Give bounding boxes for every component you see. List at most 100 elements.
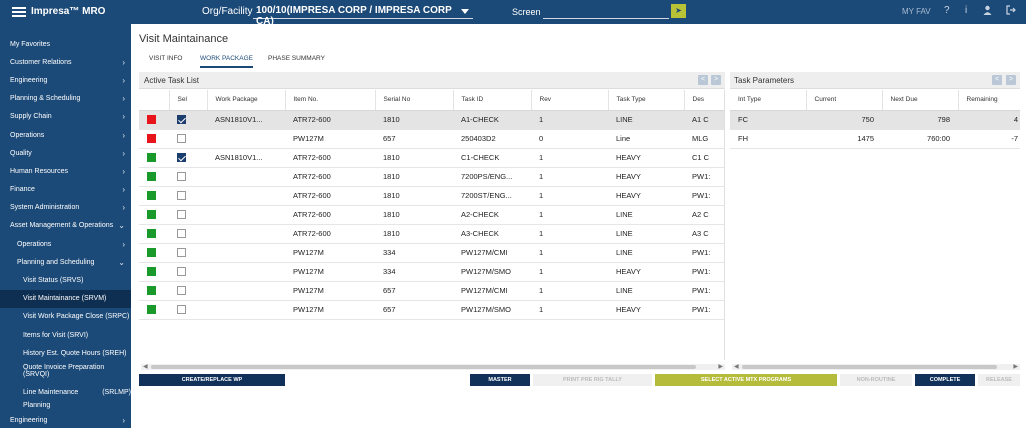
column-header[interactable]: Next Due <box>882 90 959 111</box>
table-row[interactable]: PW127M 657 PW127M/SMO 1 HEAVY PW1: <box>139 300 724 320</box>
table-row[interactable]: ASN1810V1... ATR72-600 1810 A1-CHECK 1 LINE A1… <box>139 110 724 130</box>
table-row[interactable]: ATR72-600 1810 A2-CHECK 1 LINE A2 C <box>139 205 724 225</box>
table-row[interactable]: PW127M 334 PW127M/SMO 1 HEAVY PW1: <box>139 262 724 282</box>
column-header[interactable]: Int Type <box>730 90 807 111</box>
sidebar-item[interactable]: Finance › <box>0 181 131 199</box>
complete-button[interactable]: COMPLETE <box>915 374 975 386</box>
column-header[interactable]: Task ID <box>453 90 532 111</box>
column-header[interactable]: Item No. <box>285 90 376 111</box>
tab-visit-info[interactable]: VISIT INFO <box>149 55 183 62</box>
select-cell <box>169 110 207 130</box>
row-select-checkbox[interactable] <box>177 286 186 296</box>
help-icon[interactable]: ? <box>944 5 950 16</box>
org-facility-select[interactable]: 100/10(IMPRESA CORP / IMPRESA CORP CA) <box>253 3 473 27</box>
table-row[interactable]: PW127M 334 PW127M/CMI 1 LINE PW1: <box>139 243 724 263</box>
row-select-checkbox[interactable] <box>177 229 186 239</box>
select-cell <box>169 186 207 206</box>
cell-wp <box>207 129 285 149</box>
sidebar-item[interactable]: History Est. Quote Hours (SREH) <box>0 344 131 362</box>
column-header[interactable]: Task Type <box>608 90 685 111</box>
row-select-checkbox[interactable] <box>177 267 186 277</box>
status-cell <box>139 262 169 282</box>
task-list-scrollbar[interactable]: ◀ ▶ <box>141 364 725 370</box>
column-header[interactable]: Current <box>806 90 883 111</box>
column-header[interactable]: Sel <box>169 90 208 111</box>
print-pre-rig-tally-button[interactable]: PRINT PRE RIG TALLY <box>533 374 652 386</box>
sidebar-item-label: (SRLMP) <box>102 388 131 396</box>
row-select-checkbox[interactable] <box>177 134 186 144</box>
sidebar-item[interactable]: Items for Visit (SRVI) <box>0 326 131 344</box>
sidebar-item[interactable]: Planning and Scheduling ⌄ <box>0 253 131 271</box>
cell-serial: 1810 <box>375 148 453 168</box>
row-select-checkbox[interactable] <box>177 248 186 258</box>
sidebar-item[interactable]: Operations › <box>0 235 131 253</box>
cell-type: LINE <box>608 205 684 225</box>
scroll-left-icon[interactable]: < <box>992 75 1002 85</box>
table-row[interactable]: FC 750 798 4 <box>730 110 1020 130</box>
non-routine-button[interactable]: NON-ROUTINE <box>840 374 912 386</box>
sidebar-item[interactable]: Operations › <box>0 126 131 144</box>
scrollbar-thumb[interactable] <box>742 365 997 369</box>
task-parameters-scrollbar[interactable]: ◀ ▶ <box>732 364 1020 370</box>
tab-phase-summary[interactable]: PHASE SUMMARY <box>268 55 325 62</box>
sidebar-item[interactable]: Visit Work Package Close (SRPC) <box>0 308 131 326</box>
release-button[interactable]: RELEASE <box>978 374 1020 386</box>
sidebar-item[interactable]: Visit Status (SRVS) <box>0 271 131 289</box>
sidebar-item[interactable]: My Favorites <box>0 35 131 53</box>
sidebar-item[interactable]: Quality › <box>0 144 131 162</box>
row-select-checkbox[interactable] <box>177 210 186 220</box>
sidebar-item[interactable]: Supply Chain › <box>0 108 131 126</box>
user-icon[interactable] <box>983 5 992 18</box>
create-replace-wp-button[interactable]: CREATE/REPLACE WP <box>139 374 285 386</box>
table-row[interactable]: PW127M 657 250403D2 0 Line MLG <box>139 129 724 149</box>
row-select-checkbox[interactable] <box>177 305 186 315</box>
cell-item: PW127M <box>285 243 375 263</box>
column-header[interactable]: Des <box>684 90 724 111</box>
table-row[interactable]: ATR72-600 1810 7200PS/ENG... 1 HEAVY PW1: <box>139 167 724 187</box>
arrow-right-icon[interactable]: ➤ <box>671 4 686 18</box>
sidebar-item[interactable]: Engineering › <box>0 71 131 89</box>
hamburger-menu-icon[interactable] <box>12 5 26 19</box>
sidebar-item[interactable]: System Administration › <box>0 199 131 217</box>
row-select-checkbox[interactable] <box>177 153 186 163</box>
scroll-right-icon[interactable]: > <box>711 75 721 85</box>
sidebar-item-label: Engineering <box>10 76 48 84</box>
column-header[interactable] <box>139 90 170 111</box>
my-fav-button[interactable]: MY FAV <box>902 7 931 16</box>
column-header[interactable]: Serial No <box>375 90 454 111</box>
sidebar-item[interactable]: Visit Maintainance (SRVM) <box>0 289 131 308</box>
sidebar-item[interactable]: Quote Invoice Preparation (SRVQI) <box>0 362 131 380</box>
logout-icon[interactable] <box>1006 5 1016 18</box>
sidebar-item[interactable]: Planning & Scheduling › <box>0 90 131 108</box>
sidebar-item[interactable]: Line Maintenance Planning (SRLMP) <box>0 381 131 412</box>
table-row[interactable]: FH 1475 760:00 -7 <box>730 129 1020 149</box>
cell-next: 760:00 <box>882 129 958 149</box>
sidebar-item[interactable]: Engineering › <box>0 412 131 428</box>
table-row[interactable]: ATR72-600 1810 A3-CHECK 1 LINE A3 C <box>139 224 724 244</box>
table-row[interactable]: ASN1810V1... ATR72-600 1810 C1-CHECK 1 HEAVY C… <box>139 148 724 168</box>
cell-serial: 334 <box>375 243 453 263</box>
scroll-left-icon[interactable]: < <box>698 75 708 85</box>
select-active-mtx-programs-button[interactable]: SELECT ACTIVE MTX PROGRAMS <box>655 374 837 386</box>
scrollbar-thumb[interactable] <box>151 365 696 369</box>
cell-task: PW127M/CMI <box>453 281 531 301</box>
row-select-checkbox[interactable] <box>177 115 186 125</box>
column-header[interactable]: Remaining <box>958 90 1020 111</box>
master-button[interactable]: MASTER <box>470 374 530 386</box>
info-icon[interactable]: i <box>965 5 968 16</box>
table-row[interactable]: PW127M 657 PW127M/CMI 1 LINE PW1: <box>139 281 724 301</box>
screen-input[interactable] <box>543 4 669 19</box>
column-header[interactable]: Rev <box>531 90 609 111</box>
row-select-checkbox[interactable] <box>177 172 186 182</box>
scroll-right-icon[interactable]: > <box>1006 75 1016 85</box>
sidebar-item-label: Finance <box>10 186 35 194</box>
status-cell <box>139 300 169 320</box>
row-select-checkbox[interactable] <box>177 191 186 201</box>
sidebar-item[interactable]: Asset Management & Operations ⌄ <box>0 217 131 235</box>
sidebar-item[interactable]: Customer Relations › <box>0 53 131 71</box>
table-row[interactable]: ATR72-600 1810 7200ST/ENG... 1 HEAVY PW1: <box>139 186 724 206</box>
tab-work-package[interactable]: WORK PACKAGE <box>200 55 253 68</box>
sidebar-item[interactable]: Human Resources › <box>0 162 131 180</box>
column-header[interactable]: Work Package <box>207 90 286 111</box>
cell-item: ATR72-600 <box>285 148 375 168</box>
